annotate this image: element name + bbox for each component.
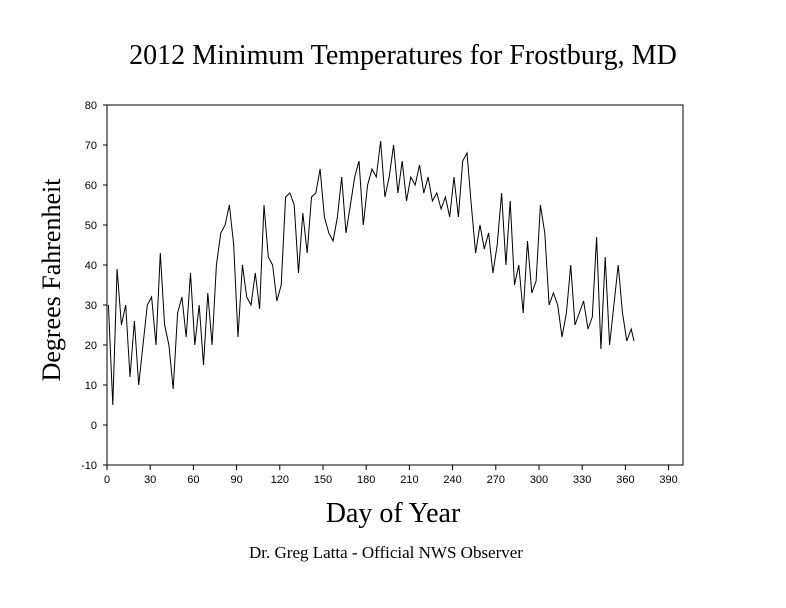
x-tick-label: 120 xyxy=(271,474,289,486)
x-tick-label: 60 xyxy=(187,474,199,486)
temperature-line xyxy=(107,140,635,406)
x-tick-label: 0 xyxy=(104,474,110,486)
x-axis-label: Day of Year xyxy=(326,498,461,529)
y-tick-label: 10 xyxy=(85,380,97,392)
y-tick-label: 30 xyxy=(85,300,97,312)
y-tick-label: 40 xyxy=(85,260,97,272)
y-axis-label: Degrees Fahrenheit xyxy=(37,178,66,382)
y-tick-label: 50 xyxy=(85,220,97,232)
x-tick-label: 90 xyxy=(230,474,242,486)
footer: Dr. Greg Latta - Official NWS Observer xyxy=(249,543,523,562)
y-tick-label: -10 xyxy=(81,460,97,472)
plot-frame xyxy=(106,104,684,466)
x-tick-label: 180 xyxy=(357,474,375,486)
x-tick-label: 270 xyxy=(487,474,505,486)
x-tick-label: 330 xyxy=(573,474,591,486)
y-tick-label: 0 xyxy=(91,420,97,432)
y-tick-label: 20 xyxy=(85,340,97,352)
y-tick-label: 60 xyxy=(85,180,97,192)
y-tick-label: 80 xyxy=(85,100,97,112)
x-tick-label: 300 xyxy=(530,474,548,486)
x-tick-label: 240 xyxy=(443,474,461,486)
x-tick-label: 360 xyxy=(616,474,634,486)
x-tick-label: 150 xyxy=(314,474,332,486)
chart-title: 2012 Minimum Temperatures for Frostburg,… xyxy=(129,40,677,71)
x-tick-label: 30 xyxy=(144,474,156,486)
y-tick-label: 70 xyxy=(85,140,97,152)
x-tick-label: 390 xyxy=(659,474,677,486)
x-tick-label: 210 xyxy=(400,474,418,486)
